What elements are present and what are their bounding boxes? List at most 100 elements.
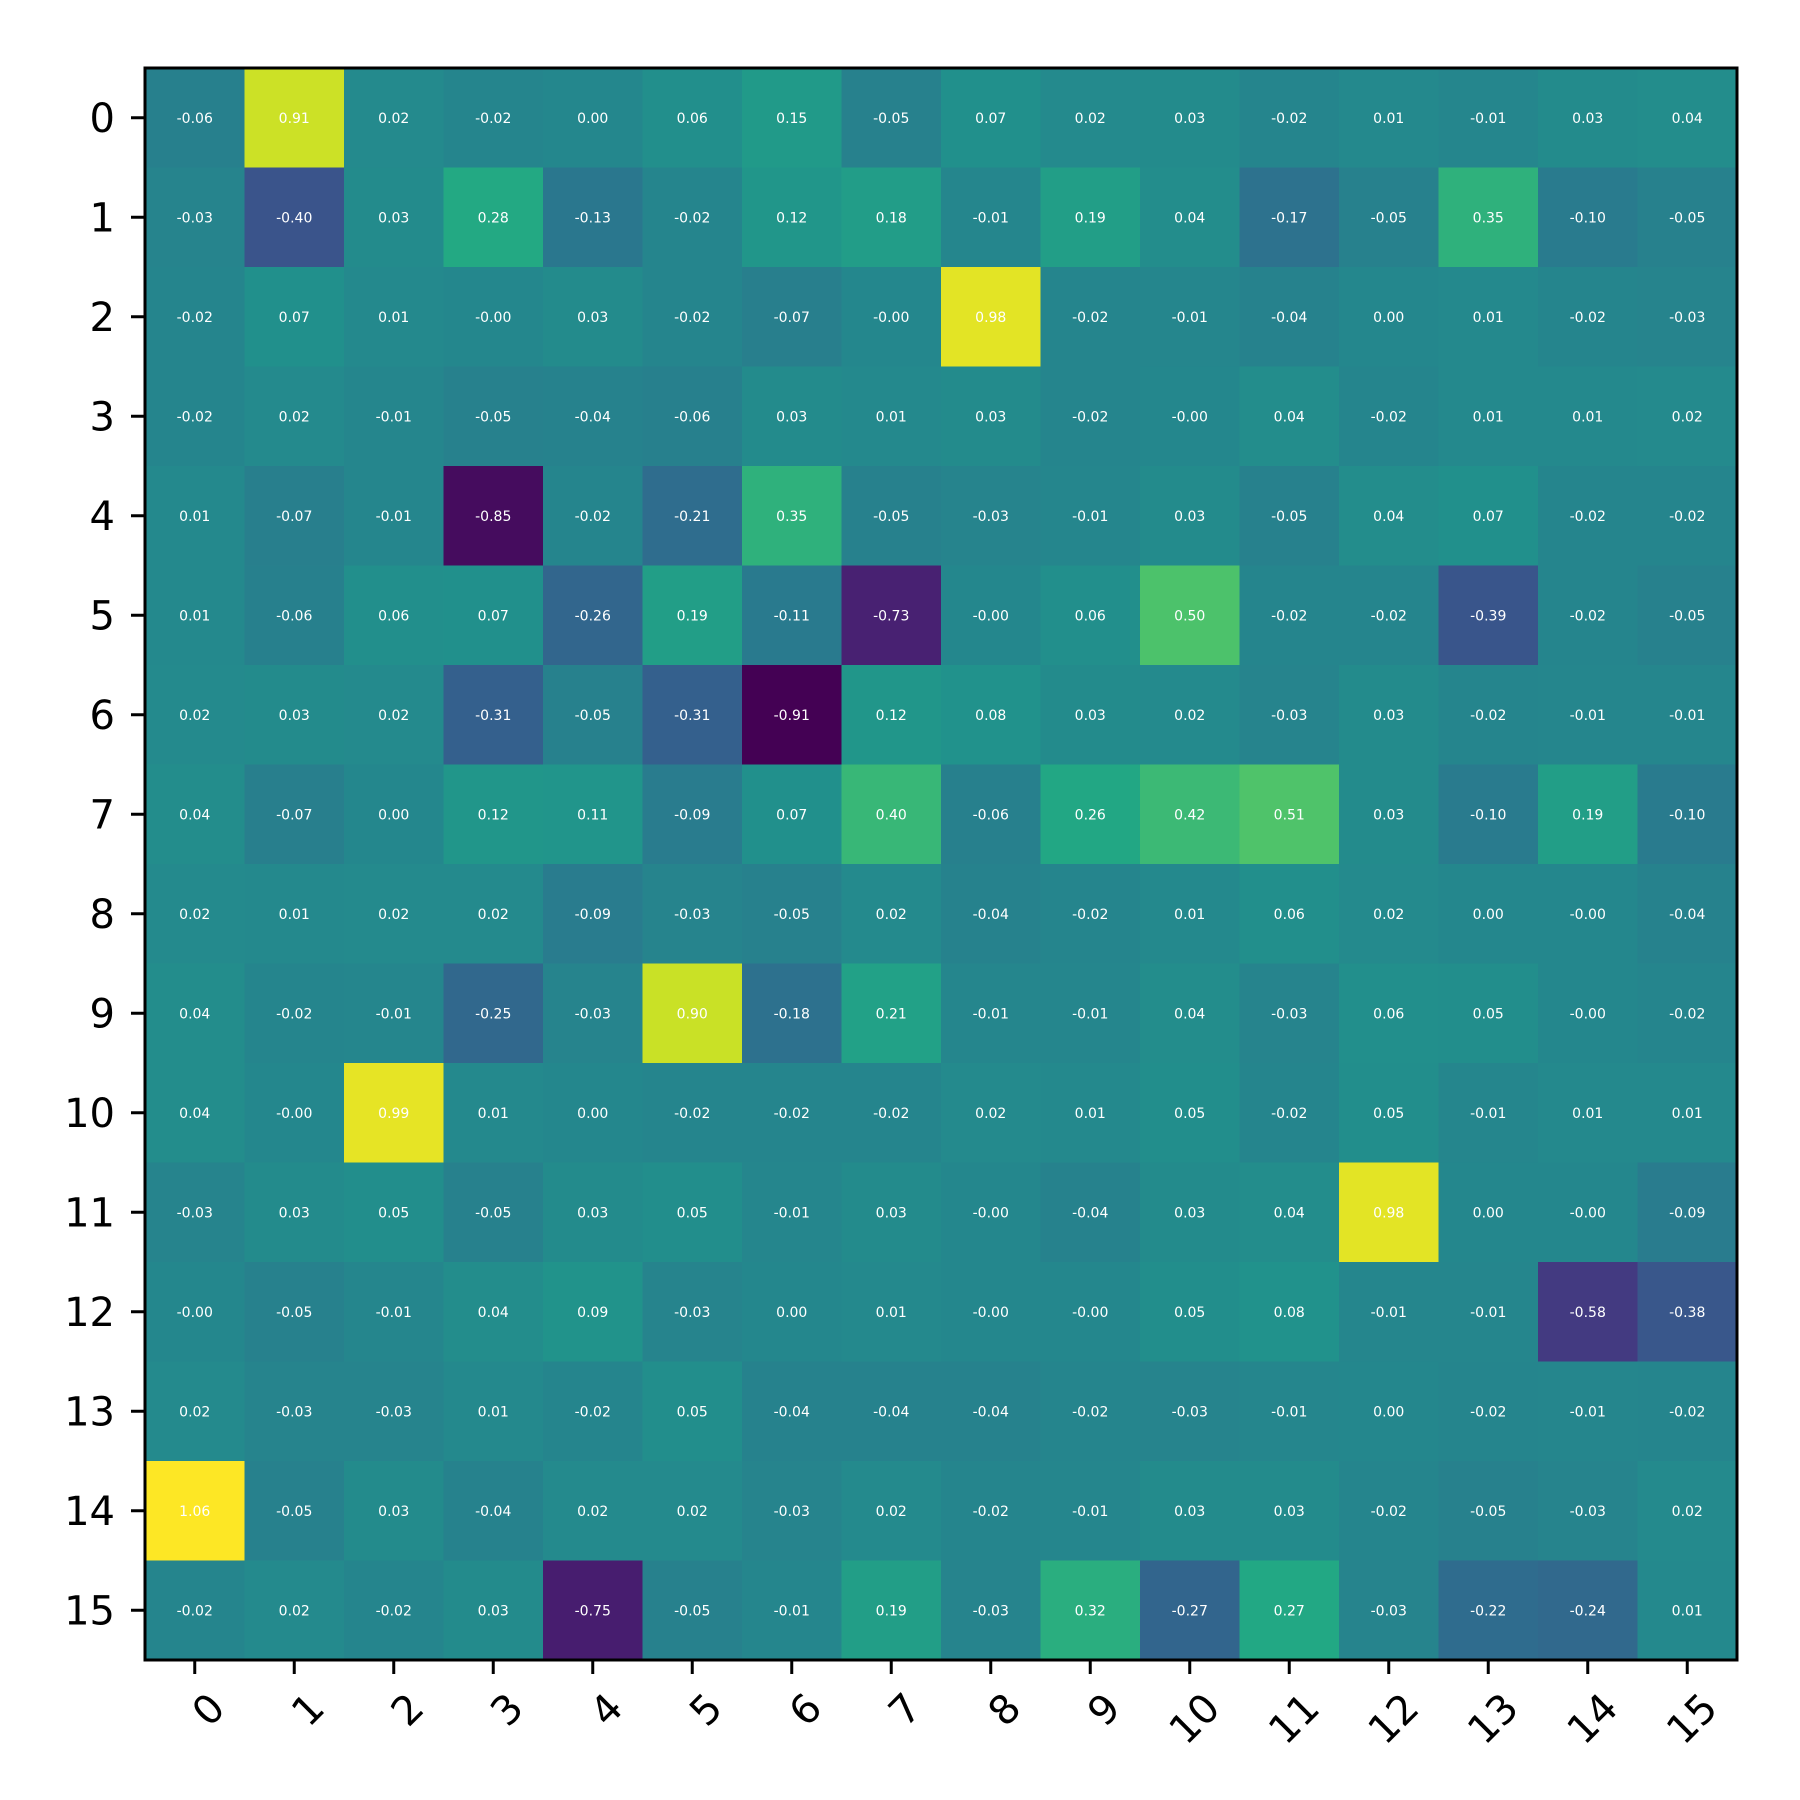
heatmap-cell-r12-c13 — [1438, 1262, 1539, 1362]
heatmap-cell-r14-c13 — [1438, 1461, 1539, 1561]
cell-value-r12-c4: 0.09 — [577, 1305, 608, 1321]
cell-value-r11-c11: 0.04 — [1274, 1205, 1305, 1221]
heatmap-cell-r3-c7 — [841, 366, 942, 467]
heatmap-cell-r5-c15 — [1637, 565, 1738, 666]
heatmap-cell-r5-c10 — [1140, 565, 1240, 666]
cell-value-r7-c7: 0.40 — [876, 807, 907, 823]
cell-value-r5-c13: -0.39 — [1470, 608, 1506, 624]
heatmap-cell-r11-c5 — [642, 1162, 743, 1263]
cell-value-r12-c14: -0.58 — [1570, 1305, 1606, 1321]
heatmap-cell-r2-c12 — [1339, 267, 1439, 367]
heatmap-cell-r0-c8 — [941, 68, 1041, 168]
cell-value-r6-c5: -0.31 — [674, 708, 710, 724]
heatmap-cell-r9-c7 — [841, 963, 942, 1064]
heatmap-cell-r8-c6 — [742, 864, 842, 964]
cell-value-r8-c7: 0.02 — [876, 907, 907, 923]
cell-value-r9-c9: -0.01 — [1072, 1006, 1108, 1022]
y-tick-label-14: 14 — [64, 1489, 115, 1535]
cell-value-r0-c14: 0.03 — [1572, 111, 1603, 127]
cell-value-r3-c5: -0.06 — [674, 409, 710, 425]
heatmap-cell-r15-c1 — [244, 1560, 345, 1661]
cell-value-r15-c9: 0.32 — [1075, 1603, 1106, 1619]
heatmap-cell-r9-c3 — [443, 963, 544, 1064]
y-tick-label-12: 12 — [64, 1290, 115, 1336]
cell-value-r0-c4: 0.00 — [577, 111, 608, 127]
cell-value-r5-c7: -0.73 — [873, 608, 909, 624]
y-tick-label-9: 9 — [90, 991, 115, 1037]
cell-value-r10-c11: -0.02 — [1271, 1106, 1307, 1122]
cell-value-r0-c7: -0.05 — [873, 111, 909, 127]
cell-value-r8-c4: -0.09 — [575, 907, 611, 923]
cell-value-r14-c0: 1.06 — [179, 1504, 210, 1520]
heatmap-cell-r13-c2 — [344, 1361, 444, 1462]
heatmap-cell-r10-c15 — [1637, 1063, 1738, 1163]
heatmap-cell-r11-c7 — [841, 1162, 942, 1263]
cell-value-r2-c15: -0.03 — [1669, 310, 1705, 326]
cell-value-r3-c2: -0.01 — [376, 409, 412, 425]
cell-value-r3-c14: 0.01 — [1572, 409, 1603, 425]
cell-value-r9-c3: -0.25 — [475, 1006, 511, 1022]
cell-value-r15-c15: 0.01 — [1672, 1603, 1703, 1619]
cell-value-r15-c12: -0.03 — [1371, 1603, 1407, 1619]
heatmap-cell-r4-c7 — [841, 466, 942, 566]
cell-value-r2-c9: -0.02 — [1072, 310, 1108, 326]
heatmap-cell-r4-c0 — [145, 466, 245, 566]
x-tick-label-5: 5 — [681, 1685, 732, 1736]
heatmap-cell-r1-c8 — [941, 167, 1041, 268]
cell-value-r9-c4: -0.03 — [575, 1006, 611, 1022]
heatmap-cell-r12-c12 — [1339, 1262, 1439, 1362]
heatmap-cell-r2-c1 — [244, 267, 345, 367]
cell-value-r15-c8: -0.03 — [973, 1603, 1009, 1619]
heatmap-cell-r4-c8 — [941, 466, 1041, 566]
cell-value-r3-c12: -0.02 — [1371, 409, 1407, 425]
heatmap-cell-r12-c9 — [1040, 1262, 1141, 1362]
heatmap-cell-r4-c9 — [1040, 466, 1141, 566]
heatmap-cell-r5-c7 — [841, 565, 942, 666]
x-tick-label-13: 13 — [1459, 1685, 1528, 1754]
cell-value-r11-c12: 0.98 — [1373, 1205, 1404, 1221]
cell-value-r6-c4: -0.05 — [575, 708, 611, 724]
x-tick-label-14: 14 — [1559, 1685, 1628, 1754]
heatmap-cell-r6-c7 — [841, 665, 942, 765]
cell-value-r7-c11: 0.51 — [1274, 807, 1305, 823]
heatmap-cell-r3-c4 — [543, 366, 643, 467]
cell-value-r1-c10: 0.04 — [1174, 210, 1205, 226]
heatmap-cell-r11-c6 — [742, 1162, 842, 1263]
heatmap-cell-r8-c10 — [1140, 864, 1240, 964]
heatmap-cell-r7-c0 — [145, 764, 245, 865]
cell-value-r8-c15: -0.04 — [1669, 907, 1705, 923]
cell-value-r11-c4: 0.03 — [577, 1205, 608, 1221]
cell-value-r2-c7: -0.00 — [873, 310, 909, 326]
cell-value-r14-c9: -0.01 — [1072, 1504, 1108, 1520]
heatmap-cell-r2-c5 — [642, 267, 743, 367]
cell-value-r11-c0: -0.03 — [177, 1205, 213, 1221]
heatmap-cell-r12-c4 — [543, 1262, 643, 1362]
heatmap-cell-r2-c2 — [344, 267, 444, 367]
heatmap-cell-r6-c1 — [244, 665, 345, 765]
cell-value-r9-c15: -0.02 — [1669, 1006, 1705, 1022]
heatmap-cell-r0-c13 — [1438, 68, 1539, 168]
cell-value-r12-c3: 0.04 — [478, 1305, 509, 1321]
heatmap-cell-r15-c14 — [1538, 1560, 1638, 1661]
heatmap-cell-r15-c3 — [443, 1560, 544, 1661]
heatmap-cell-r0-c6 — [742, 68, 842, 168]
heatmap-cell-r15-c15 — [1637, 1560, 1738, 1661]
heatmap-cell-r9-c5 — [642, 963, 743, 1064]
heatmap-cell-r8-c4 — [543, 864, 643, 964]
cell-value-r10-c0: 0.04 — [179, 1106, 210, 1122]
heatmap-cell-r0-c0 — [145, 68, 245, 168]
heatmap-cell-r10-c8 — [941, 1063, 1041, 1163]
cell-value-r6-c3: -0.31 — [475, 708, 511, 724]
heatmap-cell-r7-c11 — [1239, 764, 1340, 865]
heatmap-cell-r3-c3 — [443, 366, 544, 467]
cell-value-r7-c4: 0.11 — [577, 807, 608, 823]
heatmap-cell-r9-c0 — [145, 963, 245, 1064]
cell-value-r13-c13: -0.02 — [1470, 1404, 1506, 1420]
heatmap-cell-r13-c12 — [1339, 1361, 1439, 1462]
cell-value-r15-c3: 0.03 — [478, 1603, 509, 1619]
heatmap-cell-r13-c4 — [543, 1361, 643, 1462]
cell-value-r3-c10: -0.00 — [1172, 409, 1208, 425]
x-tick-label-15: 15 — [1658, 1685, 1727, 1754]
cell-value-r10-c5: -0.02 — [674, 1106, 710, 1122]
heatmap-cell-r2-c15 — [1637, 267, 1738, 367]
